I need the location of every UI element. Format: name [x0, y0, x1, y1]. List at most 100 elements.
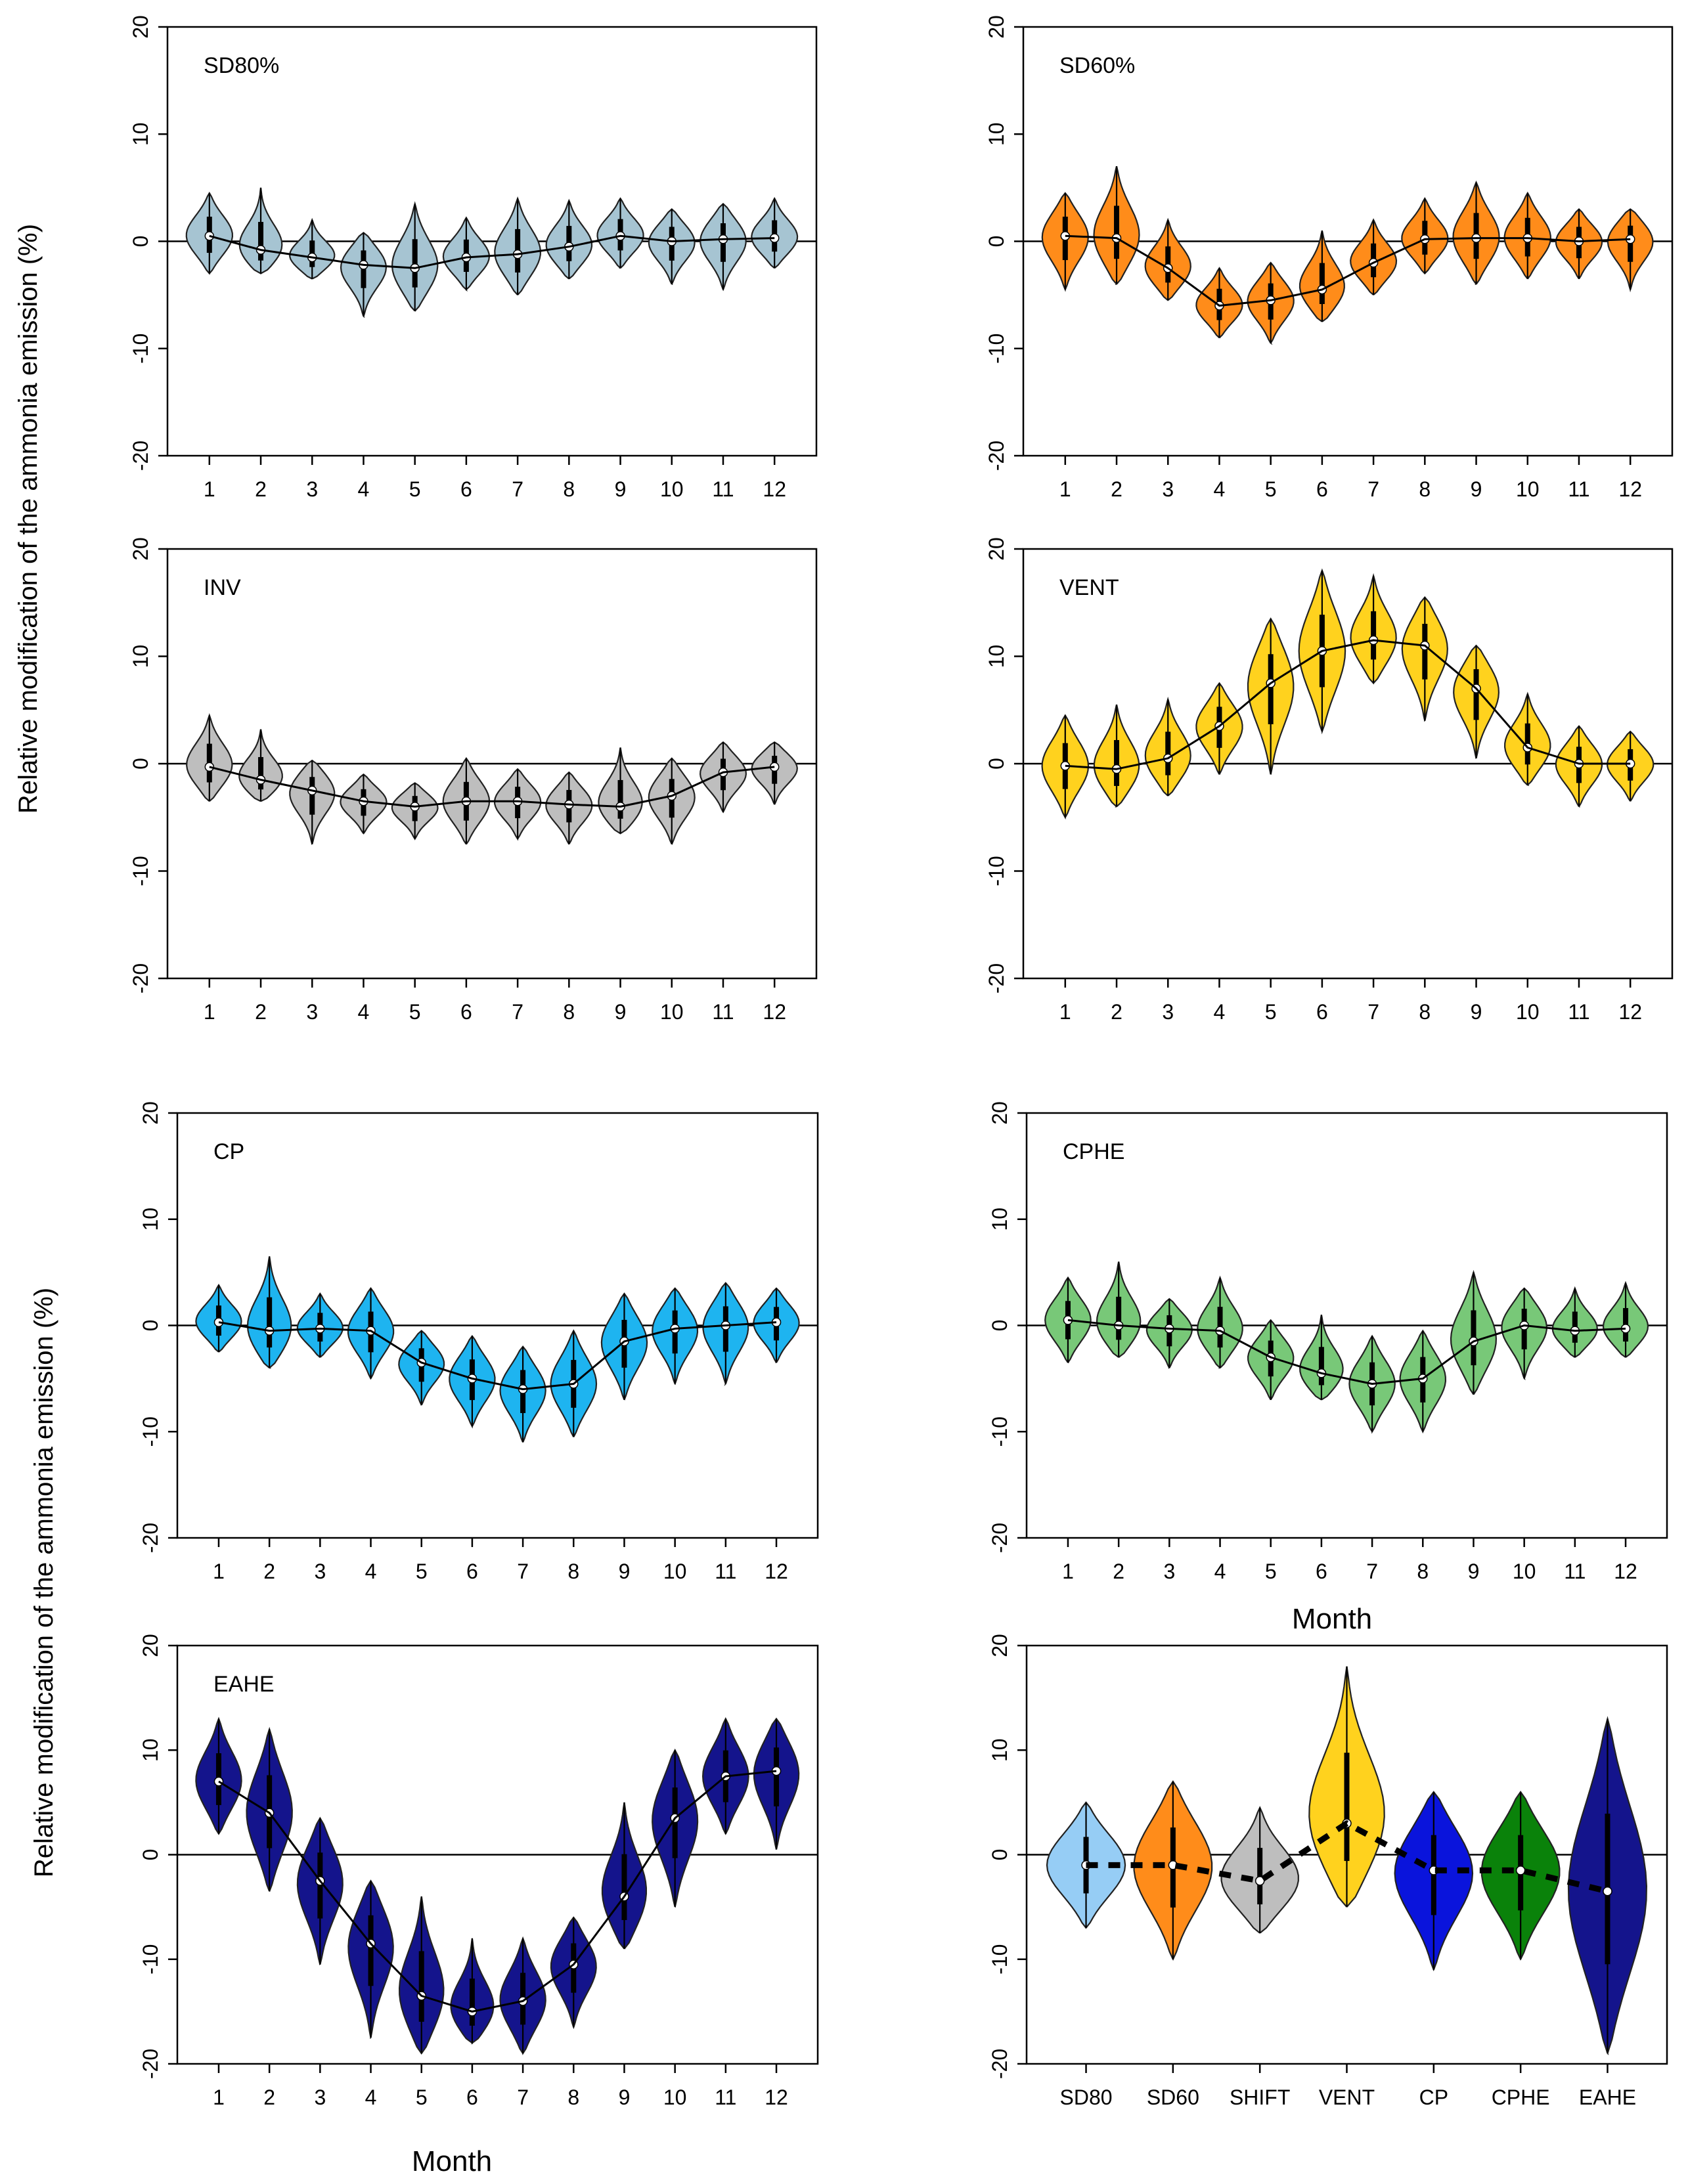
- y-tick-label: -10: [129, 856, 152, 886]
- y-tick-label: 10: [988, 1208, 1011, 1231]
- violin-iqr: [258, 221, 264, 261]
- x-tick-label: 10: [660, 1000, 684, 1024]
- x-tick-label: 5: [1265, 1000, 1277, 1024]
- y-tick-label: 20: [988, 1101, 1011, 1125]
- x-tick-label: 4: [1214, 1000, 1226, 1024]
- y-tick-label: 0: [129, 758, 152, 770]
- y-tick-label: 20: [129, 537, 152, 561]
- x-tick-label: 6: [466, 2086, 478, 2109]
- x-tick-label: 8: [567, 2086, 579, 2109]
- x-tick-label: 9: [1471, 477, 1482, 501]
- y-tick-label: -20: [129, 963, 152, 994]
- median-trend-line: [1065, 639, 1631, 770]
- x-tick-label: 12: [1618, 477, 1642, 501]
- x-tick-label: 7: [1367, 1000, 1379, 1024]
- x-tick-label: 10: [1513, 1560, 1536, 1583]
- y-axis-label-top: Relative modification of the ammonia emi…: [14, 224, 43, 814]
- y-tick-label: 10: [129, 122, 152, 146]
- x-tick-label: 2: [255, 1000, 267, 1024]
- panel-label: VENT: [1059, 575, 1119, 600]
- x-tick-label: 12: [1614, 1560, 1637, 1583]
- x-tick-label: CP: [1419, 2086, 1448, 2109]
- y-tick-label: 0: [985, 236, 1008, 248]
- x-tick-label: 10: [663, 1560, 687, 1583]
- x-tick-label: 6: [460, 1000, 472, 1024]
- x-tick-label: 6: [1316, 1000, 1328, 1024]
- x-tick-label: 11: [1568, 1000, 1589, 1024]
- x-tick-label: 9: [615, 477, 627, 501]
- violin-iqr: [1268, 654, 1274, 724]
- y-tick-label: -20: [985, 441, 1008, 471]
- violin-iqr: [418, 1951, 424, 2022]
- y-tick-label: 20: [139, 1101, 162, 1125]
- y-tick-label: 10: [985, 122, 1008, 146]
- x-tick-label: EAHE: [1579, 2086, 1636, 2109]
- panel-label: CP: [213, 1139, 244, 1164]
- median-trend-line: [1067, 1319, 1626, 1385]
- x-tick-label: 9: [619, 1560, 631, 1583]
- x-tick-label: 12: [765, 1560, 788, 1583]
- y-tick-label: -10: [139, 1416, 162, 1447]
- x-tick-label: 6: [1316, 1560, 1327, 1583]
- x-tick-label: SD60: [1147, 2086, 1199, 2109]
- x-tick-label: 12: [763, 1000, 786, 1024]
- x-tick-label: 1: [213, 2086, 225, 2109]
- x-tick-label: 3: [1162, 477, 1174, 501]
- x-tick-label: 3: [306, 477, 318, 501]
- y-tick-label: 0: [988, 1320, 1011, 1332]
- y-tick-label: -10: [985, 856, 1008, 886]
- y-tick-label: 10: [129, 645, 152, 668]
- x-tick-label: 12: [1618, 1000, 1642, 1024]
- violin-iqr: [309, 777, 315, 815]
- x-tick-label: 7: [1366, 1560, 1378, 1583]
- x-tick-label: 7: [512, 477, 523, 501]
- x-tick-label: 8: [563, 477, 575, 501]
- x-tick-label: 8: [567, 1560, 579, 1583]
- x-tick-label: 11: [715, 2086, 736, 2109]
- x-tick-label: 8: [1419, 477, 1431, 501]
- x-tick-label: 5: [416, 1560, 428, 1583]
- y-tick-label: 10: [139, 1208, 162, 1231]
- y-tick-label: 10: [139, 1738, 162, 1762]
- x-tick-label: 2: [255, 477, 267, 501]
- y-tick-label: -20: [139, 1523, 162, 1553]
- violin-iqr: [1344, 1753, 1350, 1862]
- violin-iqr: [258, 756, 264, 790]
- x-tick-label: 7: [1367, 477, 1379, 501]
- x-tick-label: 6: [1316, 477, 1328, 501]
- x-tick-label: 1: [213, 1560, 225, 1583]
- violin-iqr: [1165, 732, 1171, 775]
- x-tick-label: 4: [365, 2086, 377, 2109]
- violin-iqr: [267, 1297, 273, 1348]
- violin-iqr: [1319, 263, 1325, 305]
- violin-iqr: [412, 239, 418, 288]
- violin-median: [1603, 1886, 1612, 1896]
- x-tick-label: SHIFT: [1230, 2086, 1290, 2109]
- x-tick-label: 11: [1564, 1560, 1586, 1583]
- x-tick-label: 10: [663, 2086, 687, 2109]
- y-tick-label: 0: [988, 1849, 1011, 1861]
- y-axis-label-bottom: Relative modification of the ammonia emi…: [30, 1288, 58, 1877]
- panel-label: SD60%: [1059, 53, 1135, 78]
- x-tick-label: 7: [517, 2086, 529, 2109]
- panel-label: EAHE: [213, 1672, 275, 1697]
- x-tick-label: 9: [1468, 1560, 1480, 1583]
- x-tick-label: 11: [712, 1000, 734, 1024]
- x-tick-label: 7: [512, 1000, 523, 1024]
- y-tick-label: 20: [985, 537, 1008, 561]
- panel-label: INV: [204, 575, 241, 600]
- x-tick-label: SD80: [1060, 2086, 1113, 2109]
- x-tick-label: 1: [1062, 1560, 1074, 1583]
- x-tick-label: 8: [563, 1000, 575, 1024]
- y-tick-label: -10: [129, 334, 152, 364]
- x-tick-label: 2: [1111, 1000, 1122, 1024]
- x-tick-label: 1: [1059, 1000, 1071, 1024]
